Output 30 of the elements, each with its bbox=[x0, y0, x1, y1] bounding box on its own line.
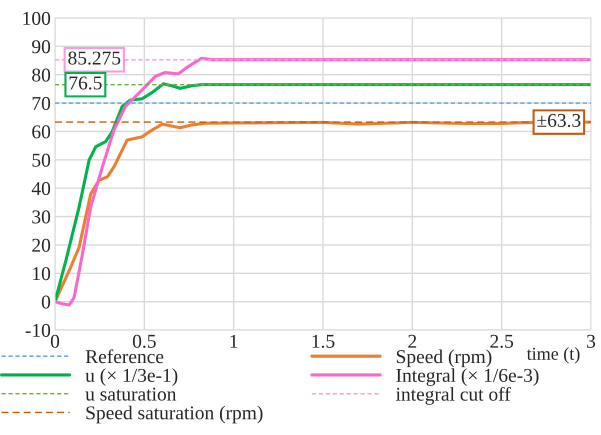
y-tick-label: 90 bbox=[32, 40, 50, 54]
annotation: ±63.3 bbox=[537, 114, 580, 128]
y-tick-label: 40 bbox=[32, 182, 50, 196]
legend-label: u saturation bbox=[85, 388, 176, 401]
y-tick-label: -10 bbox=[26, 324, 50, 337]
x-tick-label: 0 bbox=[50, 334, 60, 348]
legend-label: u (× 1/3e-1) bbox=[85, 368, 178, 386]
y-tick-label: 30 bbox=[32, 210, 50, 224]
legend-label: integral cut off bbox=[396, 386, 511, 405]
y-tick-label: 100 bbox=[23, 12, 50, 25]
y-tick-label: 10 bbox=[33, 267, 50, 280]
legend-label: Integral (× 1/6e-3) bbox=[396, 368, 538, 386]
y-tick-label: 0 bbox=[42, 295, 50, 309]
x-axis-title: time (t) bbox=[526, 347, 580, 364]
legend-label: Reference bbox=[86, 349, 164, 364]
y-tick-label: 80 bbox=[32, 68, 50, 82]
x-tick-label: 3 bbox=[587, 334, 596, 348]
legend-label: Speed (rpm) bbox=[396, 350, 492, 368]
y-tick-label: 60 bbox=[32, 125, 50, 138]
annotation: 76.5 bbox=[70, 76, 102, 90]
y-tick-label: 50 bbox=[32, 154, 50, 167]
x-tick-label: 1.5 bbox=[312, 334, 334, 348]
y-tick-label: 20 bbox=[32, 238, 50, 252]
annotation: 85.275 bbox=[68, 52, 120, 65]
x-tick-label: 1 bbox=[230, 334, 238, 348]
x-tick-label: 2.5 bbox=[490, 334, 514, 348]
legend-label: Speed saturation (rpm) bbox=[86, 406, 262, 424]
x-tick-label: 2 bbox=[408, 334, 416, 348]
x-tick-label: 0.5 bbox=[132, 334, 156, 348]
y-tick-label: 70 bbox=[32, 96, 50, 110]
